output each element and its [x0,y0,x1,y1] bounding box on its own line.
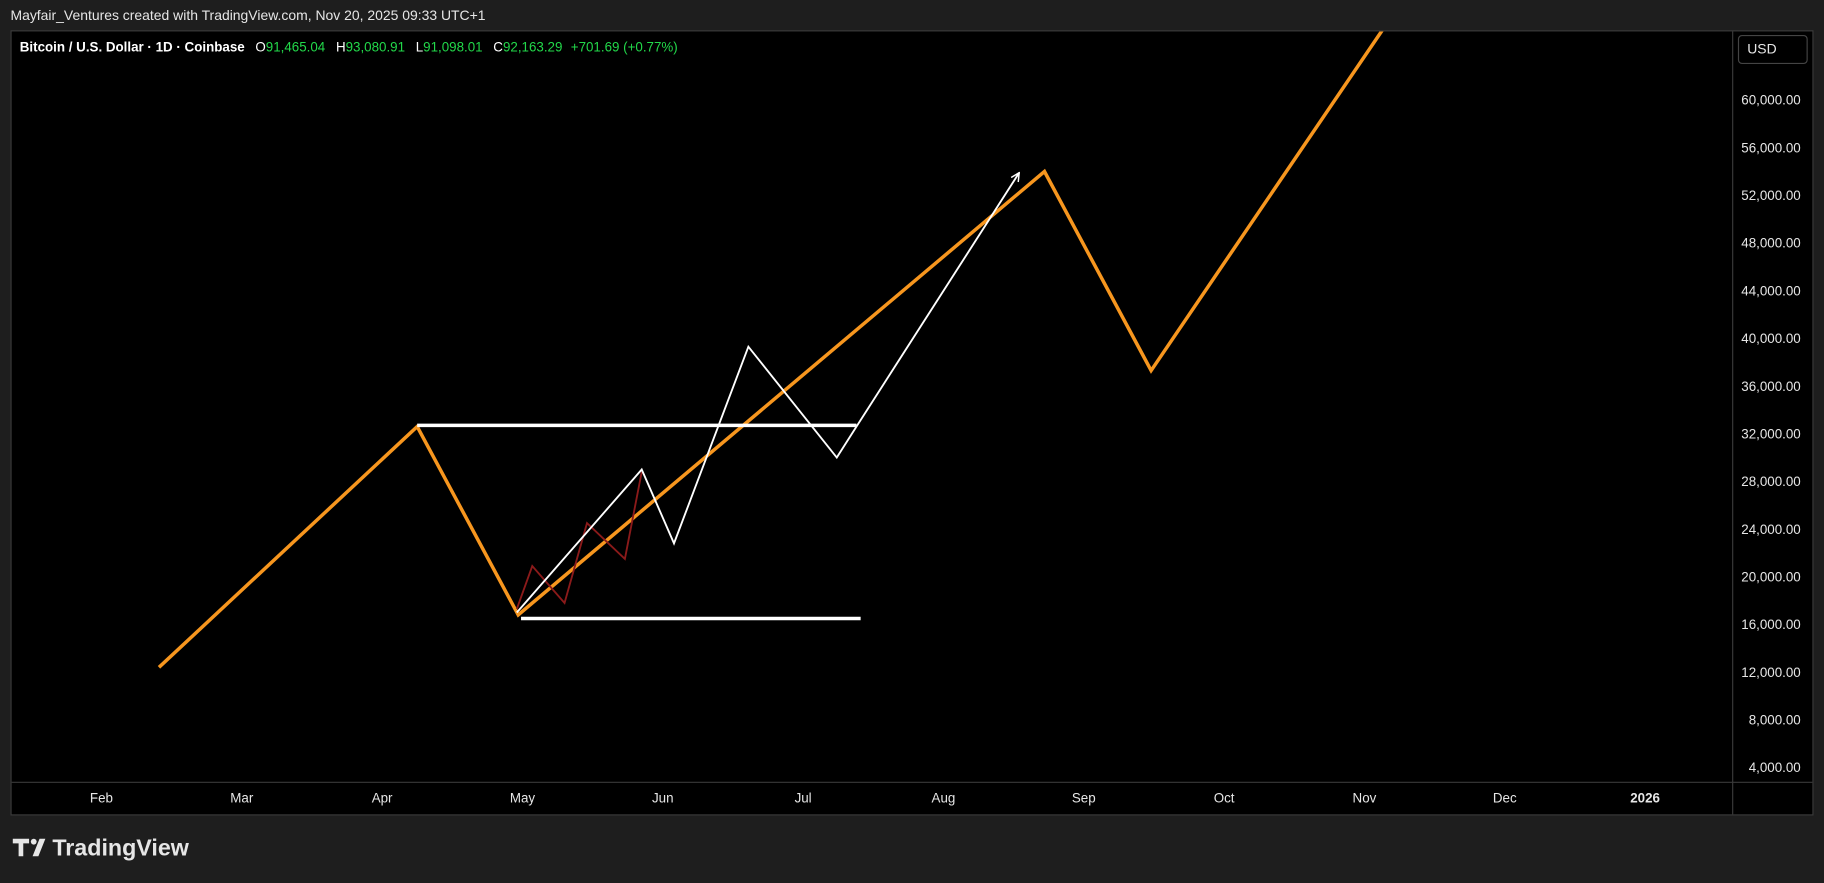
y-tick-label: 32,000.00 [1741,426,1800,441]
y-tick-label: 52,000.00 [1741,188,1800,203]
close-label: C [493,39,503,54]
y-tick-label: 28,000.00 [1741,474,1800,489]
low-label: L [416,39,423,54]
x-tick-label: Dec [1493,791,1517,806]
currency[interactable]: USD [1747,41,1776,57]
x-tick-label: Aug [932,791,956,806]
y-tick-label: 8,000.00 [1749,712,1801,727]
x-tick-label: May [510,791,536,806]
y-tick-label: 36,000.00 [1741,379,1800,394]
credit: Mayfair_Ventures created with TradingVie… [10,7,485,23]
y-tick-label: 4,000.00 [1749,760,1801,775]
y-tick-label: 48,000.00 [1741,236,1800,251]
y-tick-label: 44,000.00 [1741,283,1800,298]
logo: TradingView [12,834,190,860]
x-tick-label: Sep [1072,791,1096,806]
x-tick-label: Jul [795,791,812,806]
close: 92,163.29 [503,39,562,54]
drawings [157,31,1384,669]
drawing-line [157,31,1384,669]
y-tick-label: 12,000.00 [1741,665,1800,680]
logo-dot [30,838,37,845]
x-tick-label: Jun [652,791,674,806]
open-label: O [255,39,265,54]
y-tick-label: 60,000.00 [1741,93,1800,108]
logo-icon [12,838,46,857]
low: 91,098.01 [423,39,482,54]
y-tick-label: 20,000.00 [1741,569,1800,584]
x-tick-label: Oct [1214,791,1235,806]
currency-button[interactable] [1737,34,1808,65]
drawing-line [516,173,1019,614]
x-tick-label: 2026 [1630,791,1660,806]
y-tick-label: 40,000.00 [1741,331,1800,346]
drawing-line [515,471,643,610]
legend: Bitcoin / U.S. Dollar · 1D · Coinbase O9… [20,39,678,54]
y-tick-label: 16,000.00 [1741,617,1800,632]
x-tick-label: Mar [230,791,254,806]
symbol: Bitcoin / U.S. Dollar · 1D · Coinbase [20,39,245,54]
change: +701.69 (+0.77%) [571,39,678,54]
logo-text: TradingView [52,834,189,860]
x-tick-label: Feb [90,791,113,806]
high: 93,080.91 [346,39,405,54]
y-tick-label: 56,000.00 [1741,140,1800,155]
chart-panel [10,30,1814,816]
x-tick-label: Nov [1353,791,1377,806]
x-tick-label: Apr [372,791,393,806]
high-label: H [336,39,346,54]
y-tick-label: 24,000.00 [1741,522,1800,537]
open: 91,465.04 [266,39,326,54]
